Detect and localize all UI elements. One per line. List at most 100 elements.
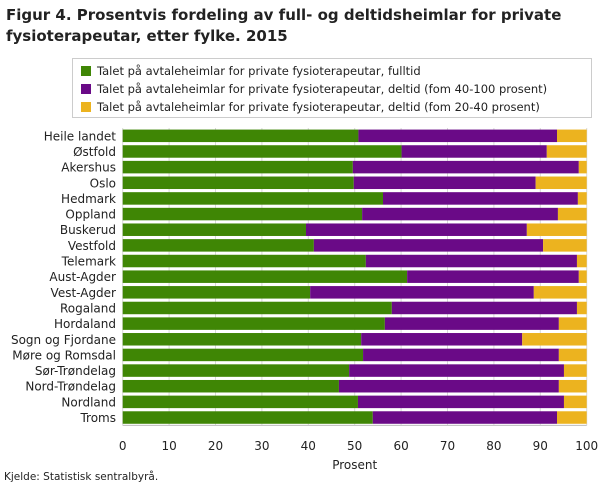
bar-segment — [563, 395, 587, 409]
bar-segment — [407, 270, 579, 283]
bar-segment — [558, 348, 587, 362]
bar-segment — [122, 395, 358, 409]
bar-segment — [558, 317, 587, 330]
bar-segment — [122, 379, 339, 393]
x-tick-label: 60 — [393, 439, 408, 453]
bar-segment — [357, 395, 564, 409]
x-tick-label: 20 — [208, 439, 223, 453]
legend-label: Talet på avtaleheimlar for private fysio… — [97, 82, 548, 96]
y-tick-label: Buskerud — [60, 223, 116, 237]
y-tick-label: Troms — [79, 411, 116, 425]
x-tick-label: 100 — [575, 439, 598, 453]
bar-segment — [578, 160, 587, 174]
bar-segment — [365, 254, 577, 268]
bar-segment — [122, 348, 364, 362]
x-tick-label: 0 — [119, 439, 127, 453]
bar-segment — [401, 145, 547, 158]
bar-segment — [122, 270, 408, 283]
bar-segment — [578, 270, 587, 283]
x-tick-label: 10 — [161, 439, 176, 453]
bar-segment — [563, 364, 587, 377]
bar-segment — [122, 160, 353, 174]
y-tick-label: Oslo — [90, 176, 116, 190]
bar-segment — [122, 176, 354, 190]
bar-segment — [535, 176, 587, 190]
bar-segment — [533, 286, 587, 299]
bar-segment — [305, 223, 527, 236]
y-tick-label: Østfold — [73, 145, 116, 159]
chart-title: Figur 4. Prosentvis fordeling av full- o… — [6, 6, 562, 45]
y-tick-label: Aust-Agder — [49, 270, 116, 284]
bar-segment — [363, 348, 559, 362]
bar-segment — [557, 129, 587, 143]
bar-segment — [522, 333, 587, 346]
bar-segment — [122, 223, 306, 236]
bar-segment — [310, 286, 534, 299]
bar-segment — [557, 207, 587, 221]
bar-segment — [526, 223, 587, 236]
bar-segment — [313, 239, 544, 252]
y-tick-label: Hedmark — [61, 192, 116, 206]
bar-segment — [546, 145, 587, 158]
legend-item: Talet på avtaleheimlar for private fysio… — [81, 82, 547, 96]
bar-segment — [362, 207, 558, 221]
y-tick-label: Vestfold — [68, 239, 116, 253]
y-tick-label: Telemark — [61, 255, 116, 269]
bar-segment — [122, 192, 384, 205]
bar-segment — [122, 286, 311, 299]
bar-segment — [122, 364, 350, 377]
x-axis-label: Prosent — [332, 458, 377, 472]
bar-segment — [358, 129, 558, 143]
bar-segment — [122, 301, 392, 315]
y-tick-label: Nordland — [61, 395, 116, 409]
x-tick-label: 50 — [347, 439, 362, 453]
y-tick-label: Sogn og Fjordane — [11, 333, 116, 347]
y-tick-label: Hordaland — [54, 317, 116, 331]
bar-segment — [361, 333, 523, 346]
legend-label: Talet på avtaleheimlar for private fysio… — [97, 100, 540, 114]
bar-segment — [122, 411, 373, 424]
bar-segment — [122, 129, 359, 143]
bar-segment — [576, 254, 587, 268]
bar-segment — [557, 411, 587, 424]
y-tick-label: Heile landet — [44, 129, 117, 143]
legend-label: Talet på avtaleheimlar for private fysio… — [97, 64, 421, 78]
y-tick-label: Vest-Agder — [51, 286, 117, 300]
bar-segment — [352, 160, 579, 174]
y-tick-label: Oppland — [65, 208, 116, 222]
bar-segment — [122, 317, 385, 330]
bar-segment — [383, 192, 578, 205]
legend-item: Talet på avtaleheimlar for private fysio… — [81, 64, 421, 78]
bar-segment — [122, 254, 366, 268]
bar-segment — [391, 301, 577, 315]
legend-swatch — [81, 66, 91, 76]
bar-segment — [577, 192, 587, 205]
legend-swatch — [81, 84, 91, 94]
legend: Talet på avtaleheimlar for private fysio… — [72, 58, 592, 118]
bar-segment — [122, 333, 362, 346]
source-note: Kjelde: Statistisk sentralbyrå. — [4, 471, 159, 483]
bar-segment — [122, 207, 363, 221]
x-tick-label: 40 — [301, 439, 316, 453]
bar-segment — [338, 379, 559, 393]
y-tick-label: Nord-Trøndelag — [25, 380, 116, 394]
y-tick-label: Rogaland — [60, 301, 116, 315]
bar-segment — [349, 364, 564, 377]
y-tick-label: Akershus — [61, 161, 116, 175]
legend-swatch — [81, 102, 91, 112]
y-tick-label: Sør-Trøndelag — [35, 364, 116, 378]
bar-segment — [372, 411, 558, 424]
x-tick-label: 30 — [254, 439, 269, 453]
x-tick-label: 80 — [486, 439, 501, 453]
bar-segment — [576, 301, 587, 315]
bar-segment — [543, 239, 587, 252]
bar-segment — [122, 239, 314, 252]
bar-segment — [122, 145, 402, 158]
bar-segment — [384, 317, 559, 330]
x-tick-label: 70 — [440, 439, 455, 453]
y-tick-label: Møre og Romsdal — [12, 348, 116, 362]
legend-item: Talet på avtaleheimlar for private fysio… — [81, 100, 540, 114]
bar-segment — [558, 379, 587, 393]
bar-segment — [353, 176, 536, 190]
